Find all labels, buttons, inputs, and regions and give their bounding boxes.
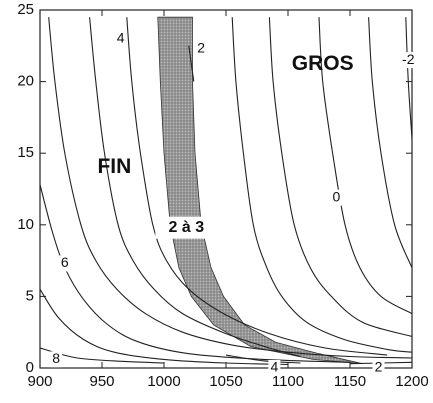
contour-line — [231, 17, 412, 353]
contour-label-bg — [58, 255, 71, 272]
contour-line — [268, 17, 412, 338]
region-label: GROS — [292, 52, 354, 75]
contour-level-label: 8 — [52, 350, 60, 366]
contour-level-label: 2 — [375, 359, 383, 375]
region-label: FIN — [97, 155, 131, 178]
band-label-bg — [155, 216, 218, 239]
contour-line — [89, 17, 301, 358]
y-tick-label: 0 — [26, 359, 34, 376]
contour-label-bg — [268, 360, 281, 376]
contour-label-bg — [114, 30, 127, 47]
y-tick-label: 10 — [17, 216, 34, 233]
contour-label-bg — [330, 189, 343, 206]
contour-layer — [40, 17, 412, 365]
x-tick-label: 1200 — [395, 373, 428, 390]
contour-label-bg — [398, 52, 419, 69]
x-tick-label: 1000 — [147, 373, 180, 390]
y-tick-label: 25 — [17, 1, 34, 18]
contour-level-label: 4 — [117, 29, 125, 45]
x-tick-label: 900 — [27, 373, 52, 390]
contour-label-bg — [50, 351, 63, 368]
contour-level-label: 6 — [61, 254, 69, 270]
contour-line — [225, 354, 301, 364]
contour-line — [126, 17, 388, 356]
contour-line — [188, 45, 195, 82]
x-tick-label: 1050 — [209, 373, 242, 390]
contour-level-label: -2 — [402, 51, 415, 67]
contour-line — [368, 17, 412, 269]
x-tick-label: 1150 — [334, 373, 366, 390]
contour-line — [40, 184, 351, 363]
contour-line — [405, 17, 412, 139]
y-tick-label: 5 — [26, 287, 34, 304]
contour-level-label: 0 — [332, 188, 340, 204]
contour-level-label: 2 — [197, 39, 205, 55]
contour-level-label: 4 — [270, 359, 278, 375]
band-label: 2 à 3 — [169, 219, 205, 236]
x-tick-label: 1100 — [272, 373, 304, 390]
contour-label-bg — [195, 40, 208, 57]
contour-label-bg — [372, 360, 385, 376]
x-tick-label: 950 — [89, 373, 114, 390]
y-tick-label: 20 — [17, 73, 34, 90]
contour-line — [48, 17, 412, 359]
label-layer: 8 6 4 4 2 2 0 -2 FIN GROS 2 à 3 — [50, 29, 419, 376]
contour-line — [318, 17, 412, 315]
y-tick-label: 15 — [17, 144, 34, 161]
